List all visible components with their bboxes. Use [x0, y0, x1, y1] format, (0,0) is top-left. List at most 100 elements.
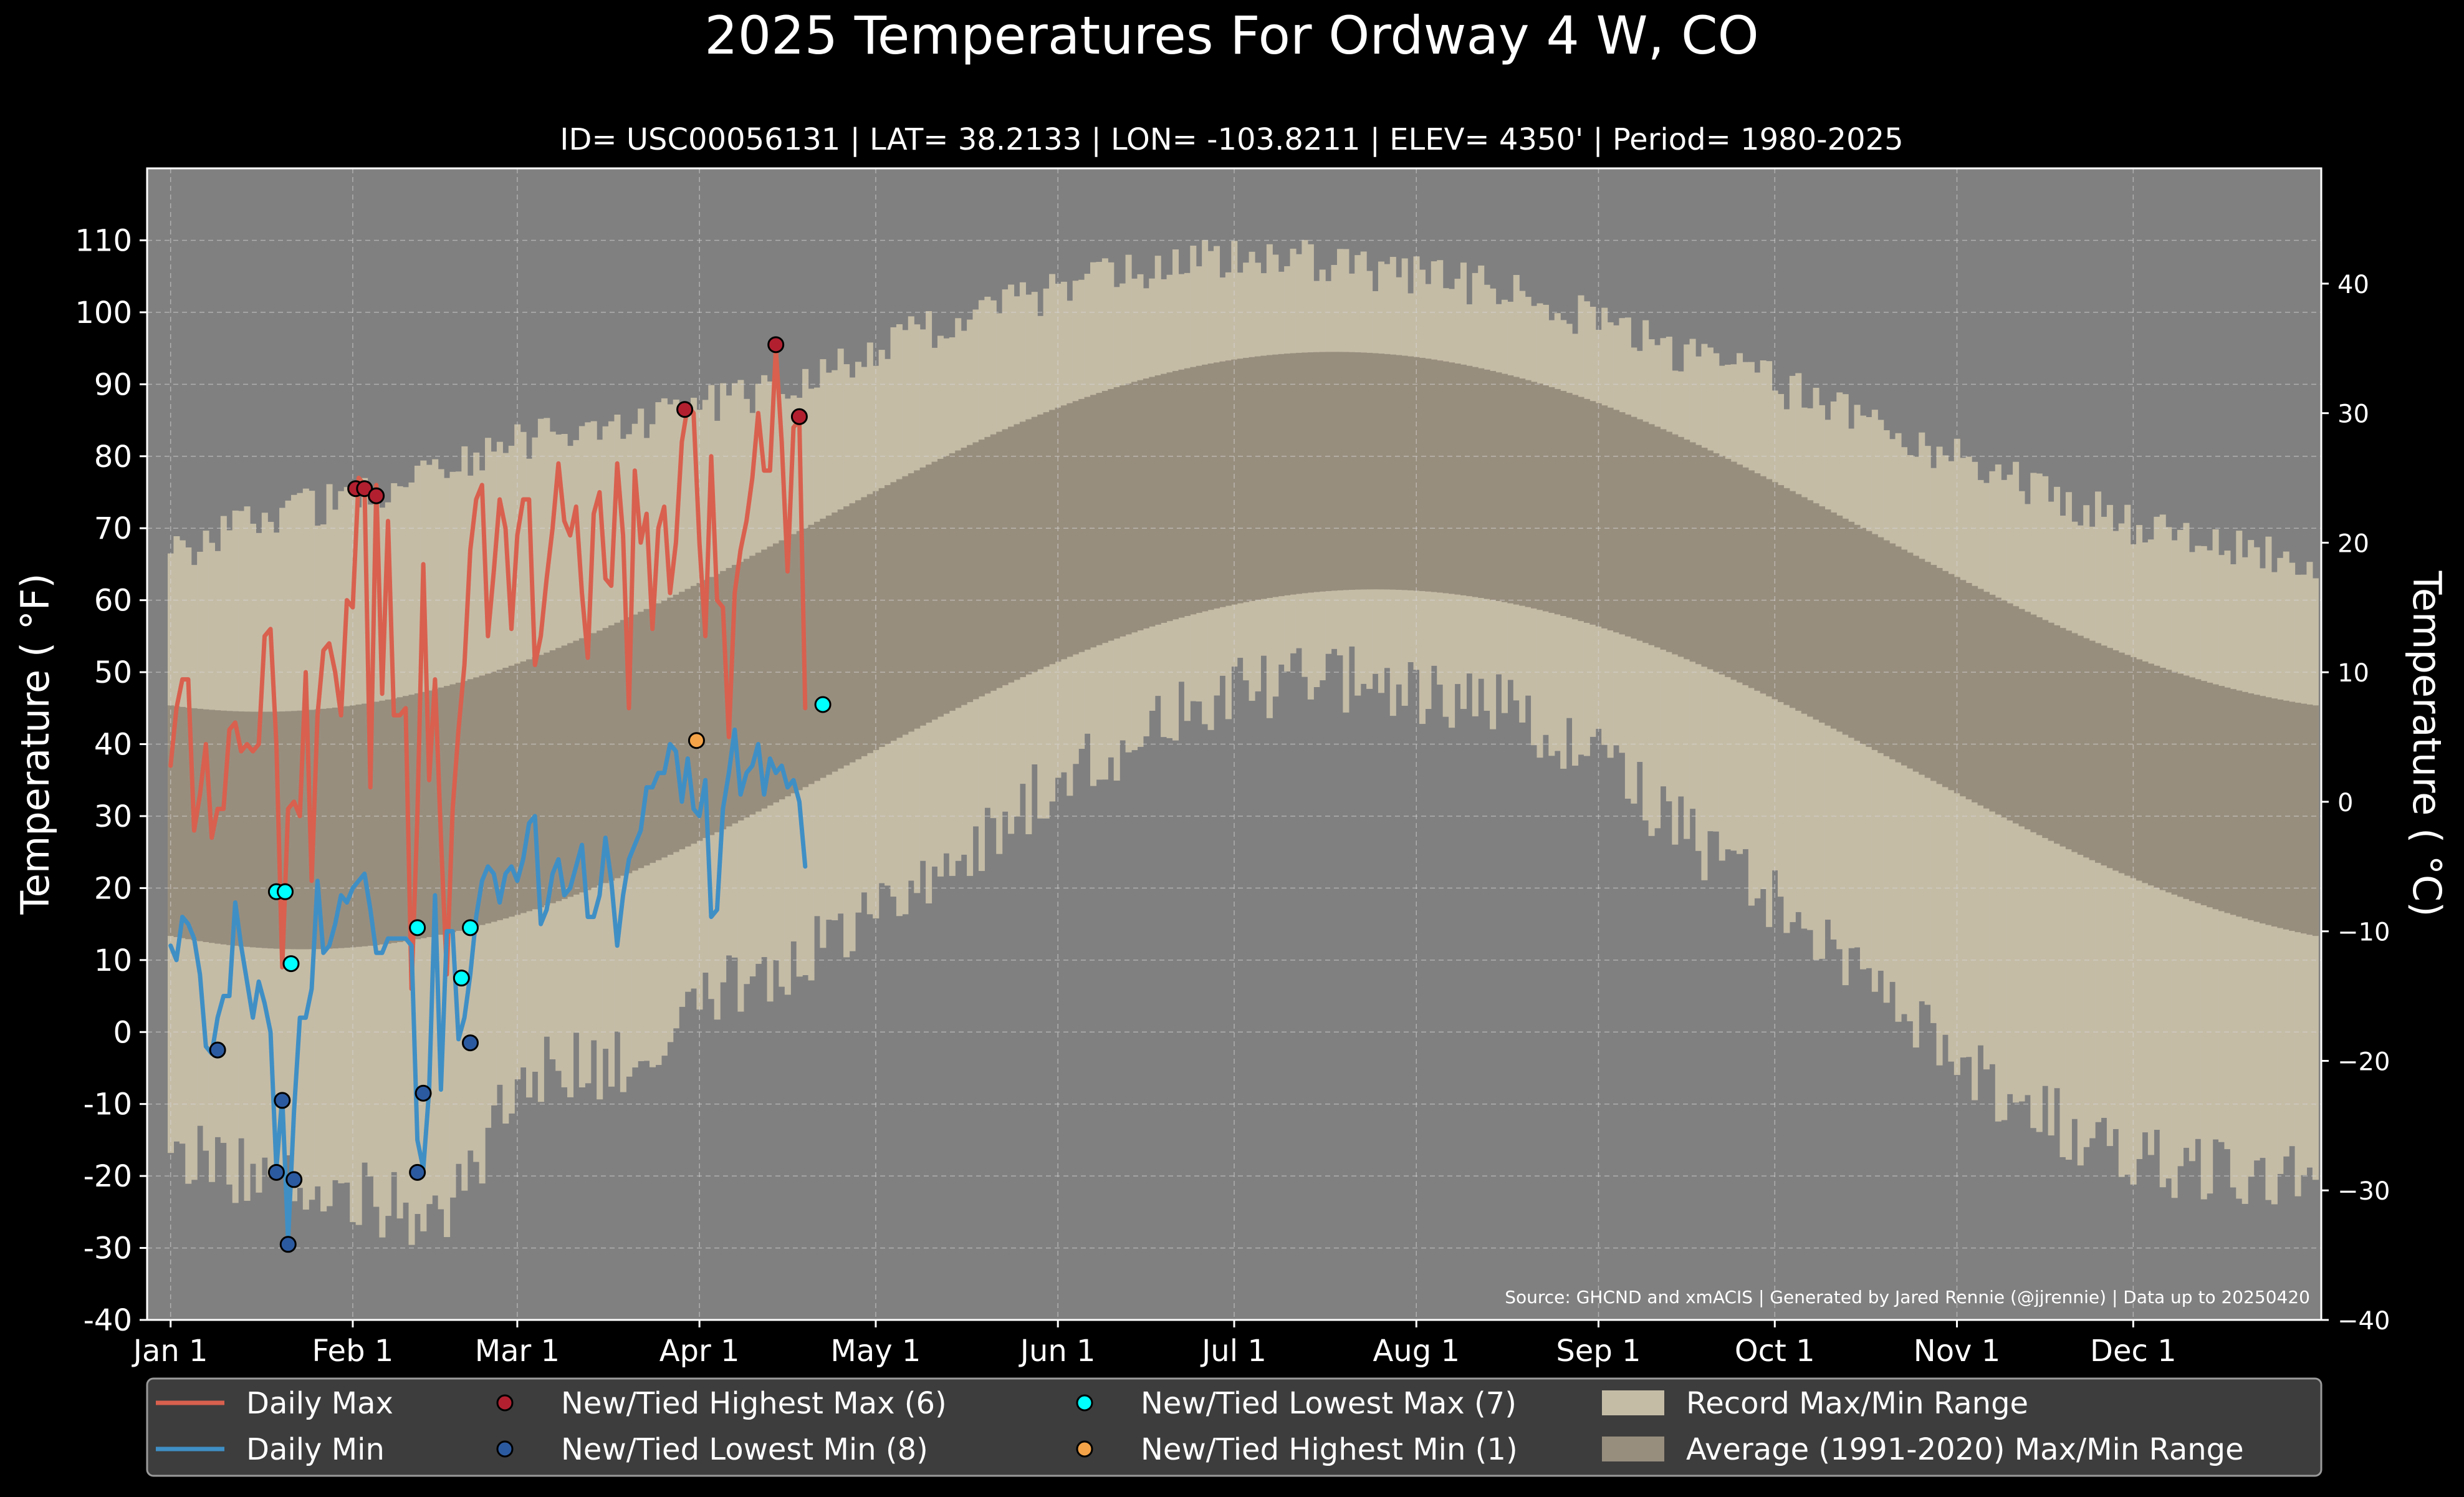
y-tick-label-right: 10	[2337, 659, 2369, 688]
average-range-bar	[1043, 412, 1050, 667]
average-range-bar	[1343, 352, 1349, 590]
average-range-bar	[1936, 567, 1943, 784]
average-range-bar	[1666, 431, 1672, 652]
average-range-bar	[1760, 476, 1767, 694]
average-range-bar	[650, 606, 656, 863]
y-tick-label-left: 80	[94, 440, 132, 474]
average-range-bar	[2265, 697, 2272, 925]
average-range-bar	[1407, 356, 1414, 590]
new-tied-lowest-min-marker	[274, 1092, 291, 1109]
average-range-bar	[502, 667, 509, 919]
average-range-bar	[1995, 597, 2001, 815]
average-range-bar	[926, 465, 932, 723]
average-range-bar	[1249, 357, 1255, 601]
average-range-bar	[1519, 378, 1526, 606]
average-range-bar	[1713, 453, 1720, 672]
average-range-bar	[1184, 368, 1191, 616]
average-range-bar	[855, 500, 861, 759]
average-range-bar	[1660, 429, 1667, 650]
average-range-bar	[2083, 638, 2090, 858]
average-range-bar	[643, 609, 650, 866]
y-axis-left-label: Temperature ( °F)	[12, 573, 58, 915]
new-tied-highest-min-marker	[688, 732, 705, 749]
average-range-bar	[1695, 445, 1702, 665]
average-range-bar	[332, 707, 338, 949]
y-tick-label-right: 0	[2337, 789, 2353, 817]
average-range-bar	[919, 467, 926, 726]
average-range-bar	[408, 695, 415, 940]
legend-box	[146, 1377, 2323, 1477]
average-range-bar	[1531, 382, 1538, 609]
average-range-bar	[949, 453, 956, 711]
average-range-bar	[1613, 410, 1620, 633]
average-range-bar	[631, 614, 638, 871]
average-range-bar	[1789, 491, 1796, 708]
average-range-bar	[1431, 359, 1437, 592]
average-range-bar	[220, 710, 227, 945]
average-range-bar	[779, 540, 785, 800]
chart-title: 2025 Temperatures For Ordway 4 W, CO	[704, 5, 1758, 66]
average-range-bar	[1243, 357, 1250, 602]
average-range-bar	[1877, 537, 1884, 753]
y-tick-label-left: -40	[84, 1303, 132, 1338]
average-range-bar	[638, 612, 645, 869]
average-range-bar	[1907, 552, 1914, 769]
average-range-bar	[1513, 377, 1520, 605]
average-range-bar	[555, 648, 562, 902]
new-tied-lowest-min-marker	[415, 1084, 432, 1102]
average-range-bar	[1278, 354, 1285, 597]
average-range-bar	[391, 698, 398, 943]
average-range-bar	[731, 565, 739, 824]
average-range-bar	[1766, 479, 1773, 696]
new-tied-highest-max-marker	[676, 401, 694, 418]
average-range-bar	[1478, 368, 1485, 599]
average-range-bar	[1472, 367, 1479, 597]
legend-label-new-tied-highest-max-6: New/Tied Highest Max (6)	[561, 1386, 947, 1421]
average-range-bar	[1396, 355, 1402, 590]
average-range-bar	[2248, 693, 2255, 920]
average-range-bar	[385, 700, 391, 944]
average-range-bar	[772, 543, 780, 803]
new-tied-lowest-min-marker	[409, 1163, 426, 1181]
average-range-bar	[1748, 470, 1755, 688]
average-range-bar	[1137, 380, 1144, 631]
average-range-bar	[914, 470, 921, 729]
average-range-bar	[937, 458, 944, 717]
average-range-bar	[544, 652, 550, 905]
average-range-bar	[837, 509, 844, 769]
average-range-bar	[1295, 352, 1303, 594]
average-range-bars	[167, 352, 2319, 950]
average-range-bar	[1214, 362, 1220, 609]
average-range-bar	[755, 552, 762, 812]
average-range-bar	[2142, 661, 2149, 883]
average-range-bar	[1583, 398, 1590, 623]
average-range-bar	[185, 707, 192, 940]
average-range-bar	[1008, 426, 1015, 683]
average-range-bar	[1401, 355, 1408, 590]
average-range-bar	[1677, 436, 1684, 657]
average-range-bar	[2183, 675, 2190, 899]
average-range-bar	[796, 531, 803, 791]
average-range-bar	[908, 473, 914, 732]
average-range-bar	[1883, 540, 1890, 756]
average-range-bar	[1313, 352, 1320, 592]
y-tick-label-right: −20	[2337, 1047, 2390, 1076]
average-range-bar	[2289, 701, 2296, 931]
average-range-bar	[1654, 426, 1661, 648]
average-range-bar	[2188, 677, 2195, 902]
average-range-bar	[1807, 500, 1814, 717]
average-range-bar	[2065, 630, 2072, 850]
new-tied-lowest-max-marker	[277, 883, 294, 900]
average-range-bar	[1607, 407, 1614, 631]
average-range-bar	[2195, 679, 2202, 903]
average-range-bar	[1601, 405, 1608, 628]
daily-max-line	[168, 346, 808, 991]
average-range-bar	[2042, 620, 2049, 839]
average-range-bar	[362, 703, 368, 946]
average-range-bar	[2271, 698, 2278, 927]
average-range-bar	[432, 689, 439, 936]
average-range-bar	[1384, 354, 1391, 590]
y-tick-label-left: 90	[94, 367, 132, 402]
average-range-bar	[197, 708, 204, 941]
average-range-bar	[1014, 424, 1020, 680]
